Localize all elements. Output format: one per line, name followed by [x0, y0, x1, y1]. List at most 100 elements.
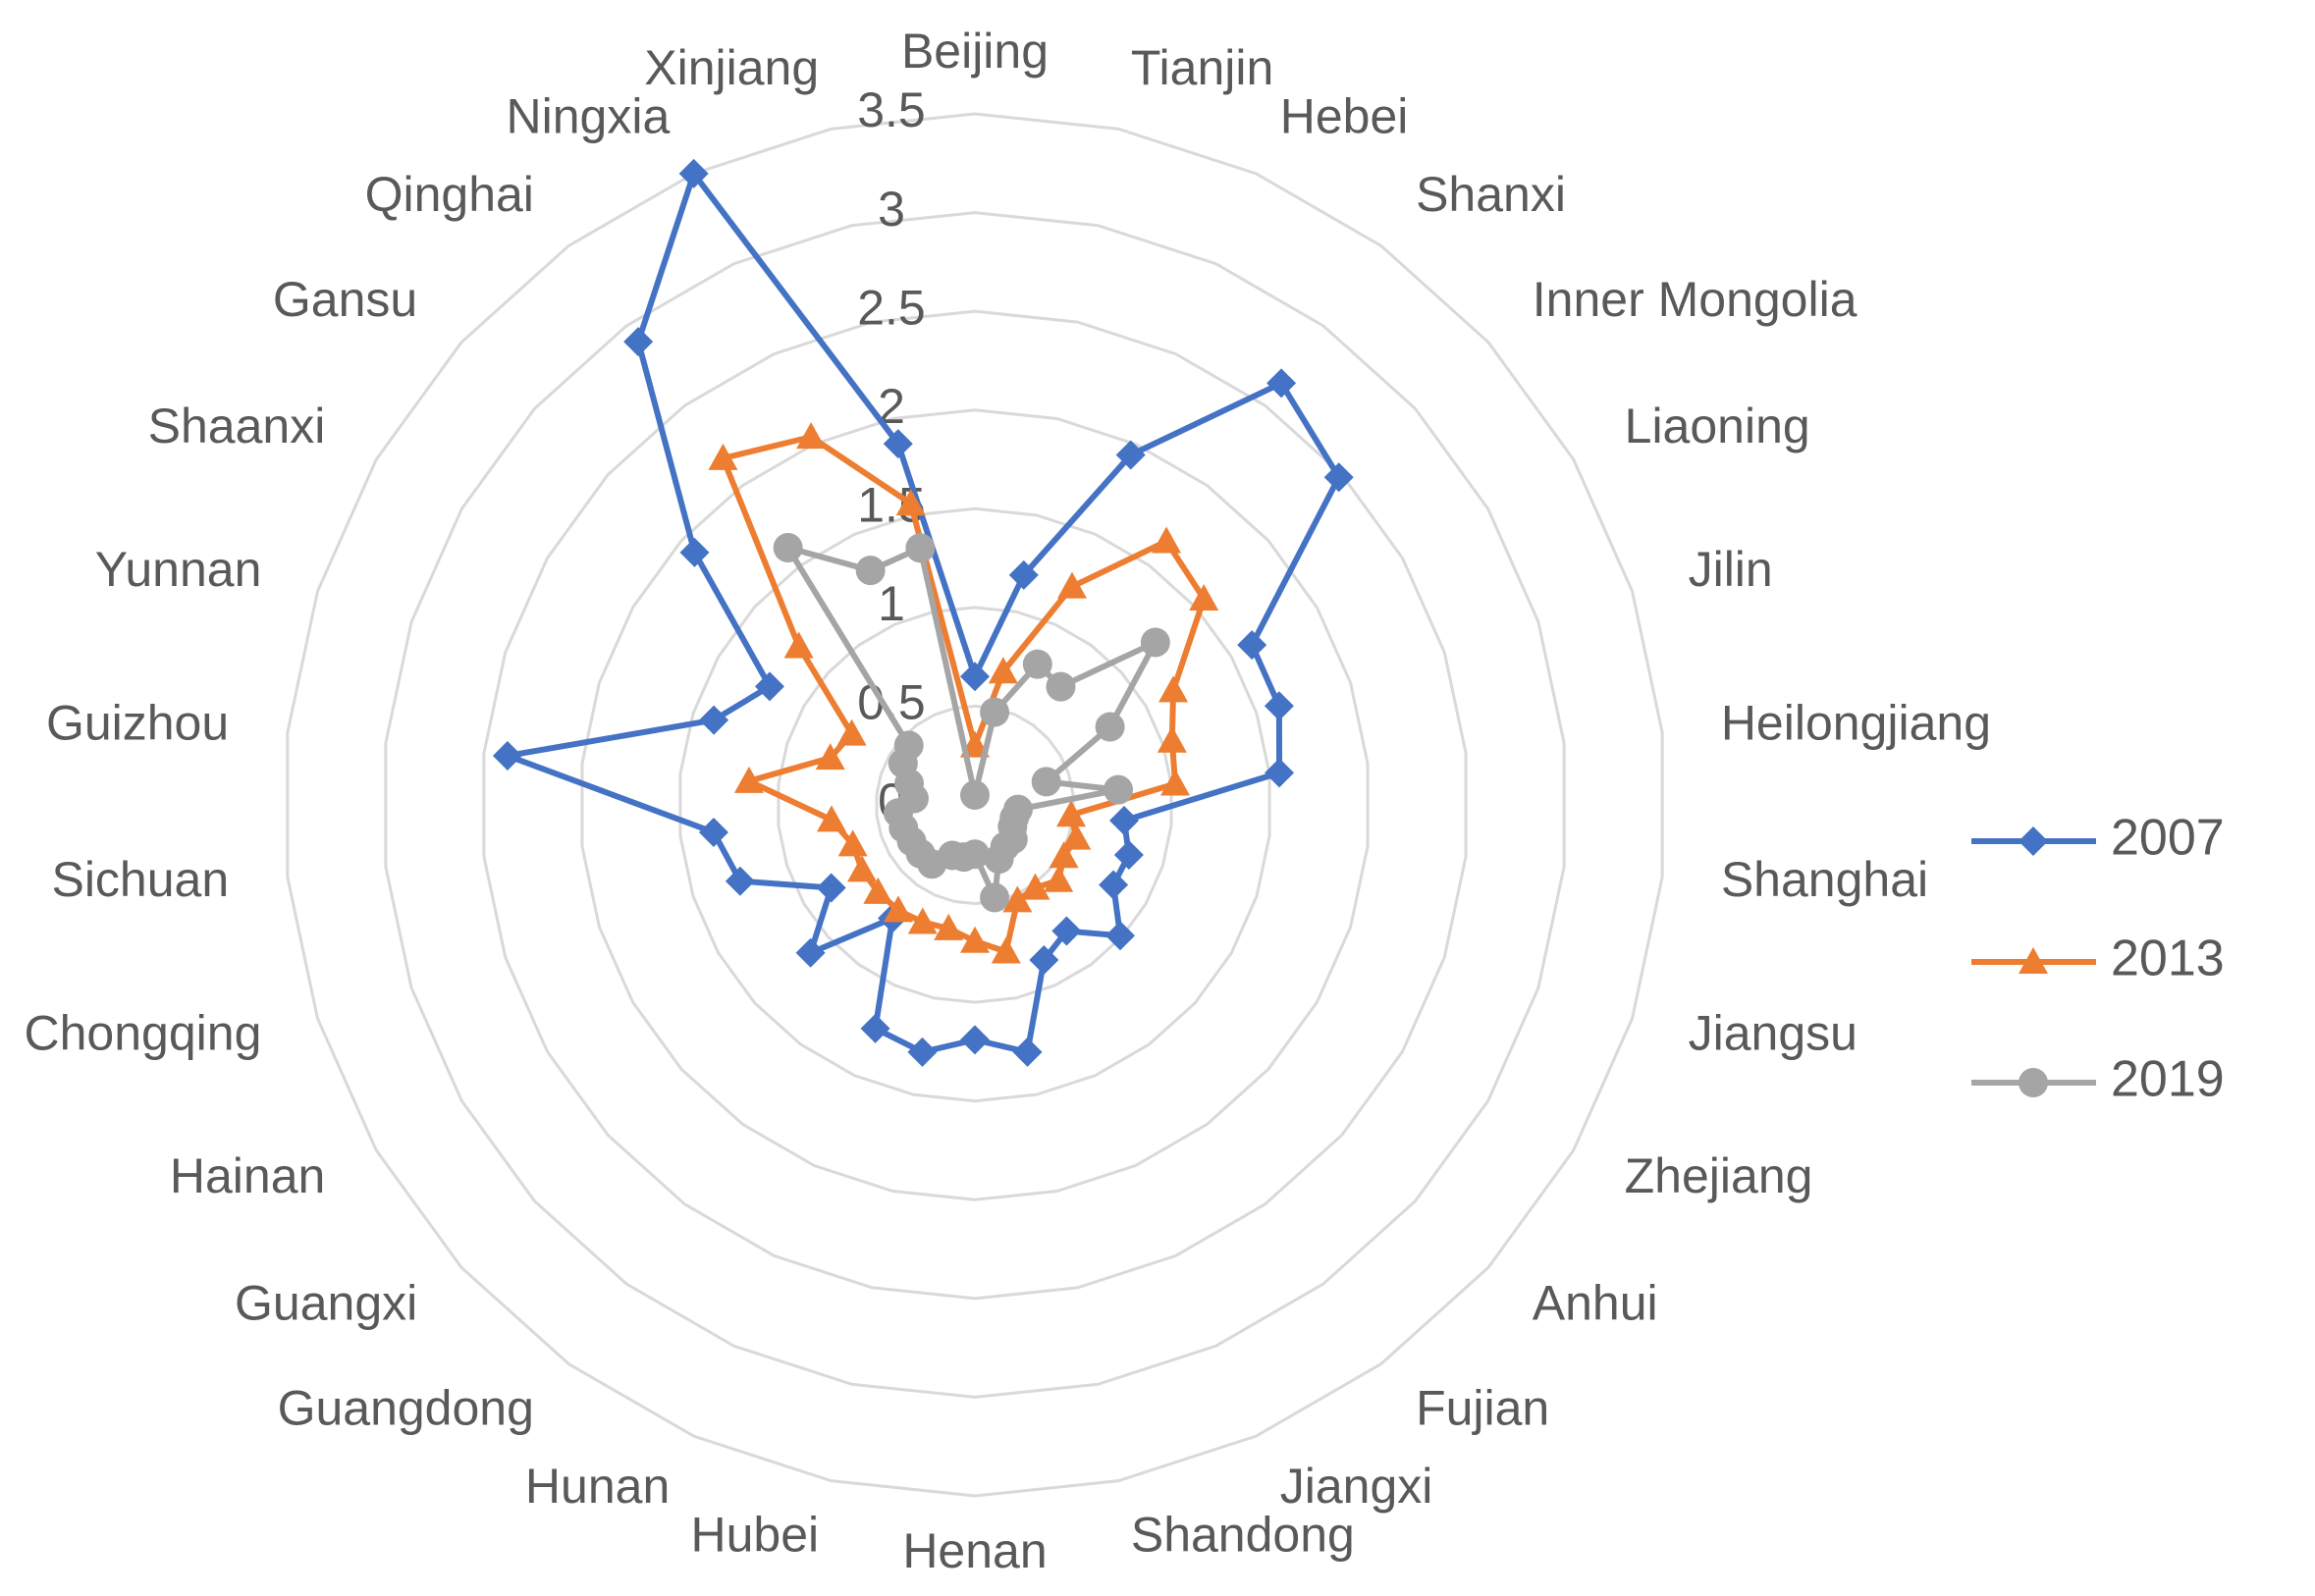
marker — [1115, 440, 1146, 470]
category-label: Yunnan — [95, 542, 262, 597]
category-label: Sichuan — [51, 852, 229, 907]
category-label: Shaanxi — [148, 399, 326, 453]
category-label: Gansu — [273, 272, 417, 327]
grid-ring — [777, 606, 1173, 1004]
marker — [1056, 571, 1087, 599]
marker — [1012, 1037, 1043, 1067]
marker — [1109, 805, 1140, 835]
category-label: Inner Mongolia — [1533, 272, 1857, 327]
category-label: Guangdong — [278, 1380, 534, 1435]
r-tick-label: 1 — [878, 576, 905, 631]
marker — [2019, 947, 2048, 974]
category-label: Hunan — [525, 1459, 670, 1514]
marker — [1095, 712, 1125, 742]
marker — [1237, 630, 1267, 661]
marker — [796, 422, 827, 450]
category-label: Zhejiang — [1625, 1148, 1813, 1203]
category-label: Fujian — [1416, 1380, 1549, 1435]
category-label: Ningxia — [507, 88, 671, 143]
marker — [1160, 769, 1191, 796]
marker — [699, 705, 729, 735]
marker — [860, 1013, 890, 1043]
marker — [678, 158, 709, 188]
category-label: Anhui — [1533, 1275, 1658, 1330]
marker — [1264, 691, 1294, 721]
category-label: Beijing — [901, 24, 1049, 79]
plot-area — [492, 158, 1354, 1067]
marker — [907, 1037, 938, 1067]
marker — [1044, 865, 1074, 892]
category-label: Shanghai — [1721, 852, 1928, 907]
marker — [1189, 584, 1219, 612]
marker — [837, 829, 868, 857]
marker — [816, 873, 846, 903]
marker — [1046, 671, 1076, 702]
marker — [708, 443, 738, 470]
marker — [836, 718, 867, 746]
marker — [773, 533, 803, 563]
marker — [895, 489, 926, 516]
category-label: Xinjiang — [644, 40, 819, 95]
category-label: Hubei — [691, 1508, 820, 1563]
grid-ring — [384, 211, 1566, 1399]
grid-ring — [286, 112, 1664, 1498]
category-label: Hebei — [1280, 88, 1409, 143]
marker — [988, 657, 1018, 684]
marker — [698, 817, 728, 847]
marker — [1113, 839, 1144, 870]
category-label: Jilin — [1689, 542, 1773, 597]
marker — [2019, 1068, 2048, 1097]
grid: 00.511.522.533.5BeijingTianjinHebeiShanx… — [25, 24, 1992, 1578]
marker — [1323, 462, 1354, 493]
marker — [1002, 885, 1033, 913]
marker — [1008, 559, 1039, 590]
marker — [1031, 767, 1061, 797]
marker — [1152, 526, 1182, 554]
marker — [1157, 725, 1187, 753]
marker — [905, 533, 936, 563]
marker — [1029, 945, 1059, 976]
legend-label: 2007 — [2111, 810, 2225, 867]
marker — [863, 877, 893, 904]
marker — [1099, 870, 1129, 900]
marker — [984, 844, 1014, 875]
marker — [2019, 826, 2048, 856]
marker — [991, 936, 1021, 964]
r-tick-label: 3 — [878, 182, 905, 237]
category-label: Tianjin — [1131, 40, 1273, 95]
grid-ring — [482, 309, 1468, 1301]
category-label: Jiangxi — [1280, 1459, 1433, 1514]
marker — [907, 907, 938, 934]
grid-ring — [875, 704, 1075, 906]
marker — [1104, 774, 1134, 805]
marker — [883, 895, 913, 923]
marker — [733, 766, 764, 793]
grid-ring — [580, 408, 1370, 1201]
marker — [1020, 873, 1050, 900]
marker — [1049, 841, 1079, 869]
marker — [492, 740, 522, 771]
marker — [815, 743, 845, 771]
category-label: Jiangsu — [1689, 1005, 1857, 1060]
category-label: Chongqing — [25, 1005, 262, 1060]
category-label: Liaoning — [1625, 399, 1810, 453]
legend-label: 2019 — [2111, 1051, 2225, 1108]
r-tick-label: 2.5 — [857, 280, 926, 335]
marker — [1051, 916, 1082, 946]
category-label: Heilongjiang — [1721, 695, 1991, 750]
category-label: Qinghai — [365, 167, 534, 222]
category-label: Guangxi — [235, 1275, 417, 1330]
category-label: Henan — [902, 1523, 1047, 1578]
marker — [980, 882, 1010, 913]
marker — [893, 730, 924, 761]
marker — [847, 855, 878, 882]
category-label: Guizhou — [46, 695, 229, 750]
marker — [1056, 800, 1087, 827]
category-label: Shanxi — [1416, 167, 1566, 222]
marker — [960, 926, 990, 953]
marker — [1158, 675, 1189, 703]
marker — [980, 697, 1010, 727]
marker — [1140, 627, 1170, 658]
legend: 2007 2013 2019 — [1971, 810, 2225, 1108]
